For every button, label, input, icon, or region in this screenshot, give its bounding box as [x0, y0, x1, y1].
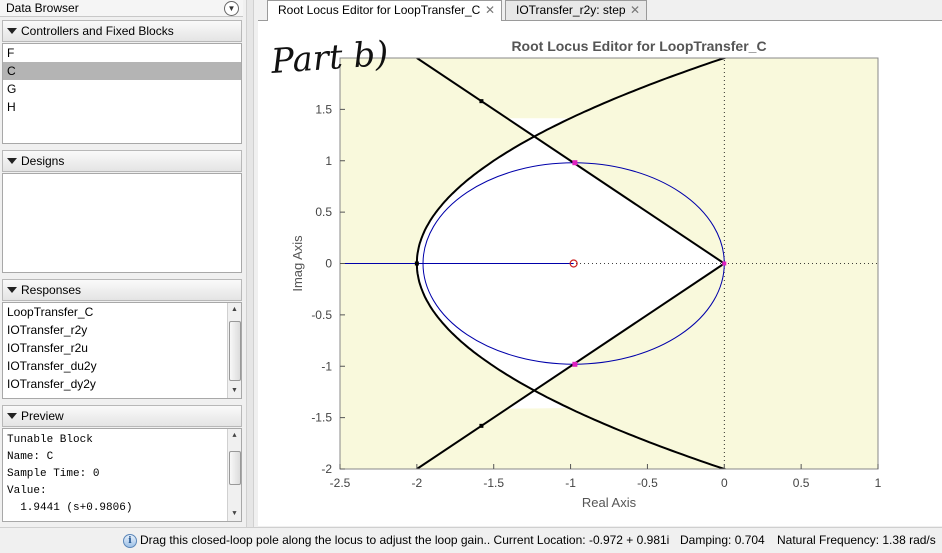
y-tick-label: -0.5: [311, 308, 332, 322]
x-tick-label: -1: [565, 476, 576, 490]
scroll-down-icon[interactable]: ▼: [231, 387, 238, 394]
controllers-header-label: Controllers and Fixed Blocks: [21, 24, 174, 38]
response-item[interactable]: LoopTransfer_C: [7, 305, 94, 319]
closed-loop-pole-origin: [722, 261, 727, 266]
open-loop-zero: [569, 259, 578, 268]
y-tick-label: 1: [325, 154, 332, 168]
tab-step-response[interactable]: IOTransfer_r2y: step ✕: [505, 0, 647, 20]
preview-line: Value:: [7, 485, 47, 497]
list-item-g[interactable]: G: [7, 82, 17, 96]
status-natural-frequency: Natural Frequency: 1.38 rad/s: [777, 533, 936, 547]
locus-marker: [479, 99, 484, 104]
document-tabs: Root Locus Editor for LoopTransfer_C ✕ I…: [258, 0, 942, 21]
designs-header-label: Designs: [21, 154, 65, 168]
preview-box: Tunable Block Name: C Sample Time: 0 Val…: [2, 428, 242, 522]
y-tick-label: -1: [321, 359, 332, 373]
close-tab-icon[interactable]: ✕: [484, 3, 495, 17]
plot-title: Root Locus Editor for LoopTransfer_C: [511, 38, 766, 54]
y-tick-label: 1.5: [315, 102, 332, 116]
locus-branch-lower: [416, 262, 725, 469]
collapse-triangle-icon: [7, 413, 17, 419]
root-locus-chart[interactable]: -2.5 -2 -1.5 -1 -0.5 0 0.5 1-2-1.5-1-0.500.511.…: [258, 21, 942, 526]
tab-root-locus-editor[interactable]: Root Locus Editor for LoopTransfer_C ✕: [267, 0, 502, 21]
scroll-thumb[interactable]: [229, 321, 241, 381]
root-locus-plot-area[interactable]: -2.5 -2 -1.5 -1 -0.5 0 0.5 1 -2 -1.5 -1 -0.5 0 0.5 1 1.…: [258, 21, 942, 526]
status-bar: i Drag this closed-loop pole along the l…: [0, 527, 942, 553]
x-tick-label: 1: [875, 476, 882, 490]
scroll-up-icon[interactable]: ▲: [232, 432, 237, 440]
list-item-h[interactable]: H: [7, 100, 16, 114]
x-tick-label: -0.5: [637, 476, 658, 490]
responses-section-header[interactable]: Responses: [2, 279, 242, 301]
collapse-triangle-icon: [7, 28, 17, 34]
handwritten-annotation: Part b): [269, 34, 390, 82]
preview-section-header[interactable]: Preview: [2, 405, 242, 427]
y-tick-label: -2: [321, 462, 332, 476]
status-damping: Damping: 0.704: [680, 533, 765, 547]
responses-list[interactable]: LoopTransfer_C IOTransfer_r2y IOTransfer…: [2, 302, 242, 399]
response-item[interactable]: IOTransfer_r2u: [7, 341, 88, 355]
tab-label: Root Locus Editor for LoopTransfer_C: [278, 3, 481, 17]
locus-branch-upper: [416, 58, 725, 265]
x-tick-label: -1.5: [483, 476, 504, 490]
y-tick-label: -1.5: [311, 411, 332, 425]
locus-branch-point: [414, 261, 419, 266]
y-tick-label: 0.5: [315, 205, 332, 219]
scroll-up-icon[interactable]: ▲: [231, 306, 238, 313]
collapse-triangle-icon: [7, 158, 17, 164]
preview-line: Sample Time: 0: [7, 468, 100, 480]
locus-marker: [479, 423, 484, 428]
plot-content: [340, 58, 878, 469]
list-item-f[interactable]: F: [7, 46, 15, 60]
controllers-list[interactable]: F C G H: [2, 43, 242, 144]
y-axis-label: Imag Axis: [290, 235, 305, 292]
x-axis-label: Real Axis: [582, 495, 637, 510]
response-item[interactable]: IOTransfer_dy2y: [7, 377, 96, 391]
x-tick-label: 0: [721, 476, 728, 490]
data-browser-title: Data Browser ▼: [0, 0, 243, 17]
info-icon: i: [123, 534, 137, 548]
responses-scrollbar[interactable]: ▲ ▼: [227, 303, 241, 398]
data-browser-title-text: Data Browser: [6, 1, 79, 15]
preview-header-label: Preview: [21, 409, 64, 423]
close-tab-icon[interactable]: ✕: [629, 3, 640, 17]
controllers-section-header[interactable]: Controllers and Fixed Blocks: [2, 20, 242, 42]
x-tick-label: -2: [412, 476, 423, 490]
designs-list[interactable]: [2, 173, 242, 273]
preview-line: Tunable Block: [7, 434, 93, 446]
panel-menu-icon[interactable]: ▼: [224, 1, 239, 16]
response-item[interactable]: IOTransfer_r2y: [7, 323, 88, 337]
list-item-c[interactable]: C: [3, 62, 241, 80]
x-tick-label: -2.5: [330, 476, 351, 490]
collapse-triangle-icon: [7, 287, 17, 293]
tab-label: IOTransfer_r2y: step: [516, 3, 626, 17]
response-item[interactable]: IOTransfer_du2y: [7, 359, 97, 373]
closed-loop-pole: [572, 160, 578, 166]
x-tick-label: 0.5: [793, 476, 810, 490]
designs-section-header[interactable]: Designs: [2, 150, 242, 172]
closed-loop-pole: [572, 361, 578, 367]
preview-scrollbar[interactable]: ▲ ▼: [227, 429, 241, 521]
y-tick-label: 0: [325, 257, 332, 271]
status-message: Drag this closed-loop pole along the loc…: [140, 533, 670, 547]
responses-header-label: Responses: [21, 283, 82, 297]
preview-line: 1.9441 (s+0.9806): [7, 502, 133, 514]
scroll-down-icon[interactable]: ▼: [232, 510, 237, 518]
preview-line: Name: C: [7, 451, 54, 463]
scroll-thumb[interactable]: [229, 451, 241, 485]
panel-splitter[interactable]: [246, 0, 254, 527]
